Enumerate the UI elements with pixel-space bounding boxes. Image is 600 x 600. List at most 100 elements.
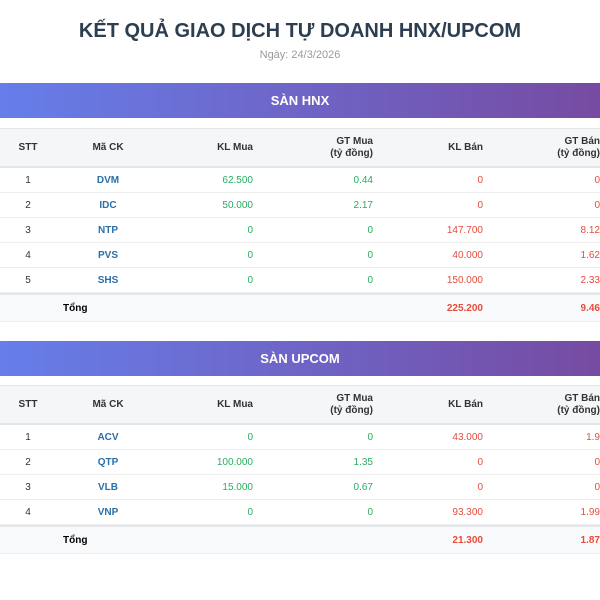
table-cell: 0 [367, 431, 373, 443]
report-date: Ngày: 24/3/2026 [259, 49, 341, 61]
column-header: Mã CK [56, 142, 160, 154]
table-cell: 147.700 [446, 224, 483, 236]
total-kl-ban: 21.300 [452, 534, 483, 546]
header-line: (tỷ đồng) [330, 147, 373, 159]
table-cell: 1.62 [580, 249, 600, 261]
table-cell: ACV [97, 431, 119, 443]
section-title: SÀN UPCOM [0, 341, 600, 376]
header-line: STT [18, 398, 38, 410]
header-line: KL Bán [448, 398, 483, 410]
header-line: GT Bán [564, 135, 600, 147]
header-line: (tỷ đồng) [330, 404, 373, 416]
table-row: 1 DVM 62.500 0.44 0 0 [0, 168, 600, 193]
table-cell: 0 [247, 431, 253, 443]
header-line: (tỷ đồng) [557, 404, 600, 416]
table-cell: 5 [25, 274, 31, 286]
column-header: GT Mua (tỷ đồng) [260, 393, 380, 417]
table-cell: 0 [367, 274, 373, 286]
table-row: 4 PVS 0 0 40.000 1.62 [0, 243, 600, 268]
header-line: GT Bán [564, 392, 600, 404]
table-cell: 1 [25, 174, 31, 186]
total-kl-ban: 225.200 [446, 302, 483, 314]
table-row: 2 IDC 50.000 2.17 0 0 [0, 193, 600, 218]
table-row: 2 QTP 100.000 1.35 0 0 [0, 450, 600, 475]
table-cell: 0 [247, 506, 253, 518]
header-line: Mã CK [92, 398, 124, 410]
table-cell: 0 [477, 199, 483, 211]
table-cell: 0 [477, 174, 483, 186]
table-cell: NTP [98, 224, 118, 236]
table-row: 4 VNP 0 0 93.300 1.99 [0, 500, 600, 525]
column-header: KL Bán [380, 399, 490, 411]
table-cell: 4 [25, 506, 31, 518]
table-cell: 0 [367, 249, 373, 261]
table-cell: 0 [247, 274, 253, 286]
table-cell: VLB [98, 481, 118, 493]
table-cell: 50.000 [222, 199, 253, 211]
table-cell: 2.17 [353, 199, 373, 211]
table-row: 1 ACV 0 0 43.000 1.9 [0, 425, 600, 450]
table-cell: DVM [96, 174, 120, 186]
table-cell: 0 [367, 506, 373, 518]
table-cell: QTP [97, 456, 119, 468]
table-cell: 93.300 [452, 506, 483, 518]
table-cell: 0 [247, 249, 253, 261]
column-header: KL Bán [380, 142, 490, 154]
table-cell: 4 [25, 249, 31, 261]
table-cell: VNP [97, 506, 119, 518]
table-cell: 2 [25, 199, 31, 211]
table-cell: 0 [367, 224, 373, 236]
header-line: (tỷ đồng) [557, 147, 600, 159]
table-cell: 3 [25, 481, 31, 493]
total-gt-ban: 1.87 [580, 534, 600, 546]
table-cell: 15.000 [222, 481, 253, 493]
table-cell: 150.000 [446, 274, 483, 286]
total-label: Tổng [63, 302, 88, 314]
column-header: Mã CK [56, 399, 160, 411]
table-cell: 0 [477, 481, 483, 493]
column-header: GT Mua (tỷ đồng) [260, 136, 380, 160]
total-gt-ban: 9.46 [580, 302, 600, 314]
table-cell: 100.000 [216, 456, 253, 468]
table-header: STT Mã CK KL Mua GT Mua (tỷ đồng) KL Bán GT Bá… [0, 385, 600, 425]
table-row: 3 VLB 15.000 0.67 0 0 [0, 475, 600, 500]
table-cell: 43.000 [452, 431, 483, 443]
table-cell: 0.44 [353, 174, 373, 186]
table-cell: 2.33 [580, 274, 600, 286]
total-label: Tổng [63, 534, 88, 546]
table-cell: IDC [99, 199, 117, 211]
column-header: STT [0, 399, 56, 411]
table-cell: PVS [97, 249, 118, 261]
table-cell: 0.67 [353, 481, 373, 493]
header-line: STT [18, 141, 38, 153]
header-line: KL Mua [217, 141, 253, 153]
table-cell: 0 [247, 224, 253, 236]
table-cell: 1.9 [586, 431, 600, 443]
section-title: SÀN HNX [0, 83, 600, 118]
table-cell: 40.000 [452, 249, 483, 261]
page-title: KẾT QUẢ GIAO DỊCH TỰ DOANH HNX/UPCOM [78, 20, 522, 42]
table-cell: 0 [594, 481, 600, 493]
column-header: STT [0, 142, 56, 154]
table-cell: 0 [594, 456, 600, 468]
header-line: KL Bán [448, 141, 483, 153]
header-line: KL Mua [217, 398, 253, 410]
table-cell: SHS [97, 274, 119, 286]
table-cell: 8.12 [580, 224, 600, 236]
column-header: KL Mua [160, 142, 260, 154]
table-cell: 3 [25, 224, 31, 236]
header-line: GT Mua [336, 135, 373, 147]
table-cell: 1 [25, 431, 31, 443]
column-header: GT Bán (tỷ đồng) [490, 136, 600, 160]
header-line: GT Mua [336, 392, 373, 404]
table-cell: 0 [477, 456, 483, 468]
table-cell: 2 [25, 456, 31, 468]
table-cell: 1.99 [580, 506, 600, 518]
table-cell: 0 [594, 199, 600, 211]
table-row: 3 NTP 0 0 147.700 8.12 [0, 218, 600, 243]
table-cell: 62.500 [222, 174, 253, 186]
column-header: GT Bán (tỷ đồng) [490, 393, 600, 417]
total-row: Tổng 21.300 1.87 [0, 525, 600, 554]
table-cell: 0 [594, 174, 600, 186]
